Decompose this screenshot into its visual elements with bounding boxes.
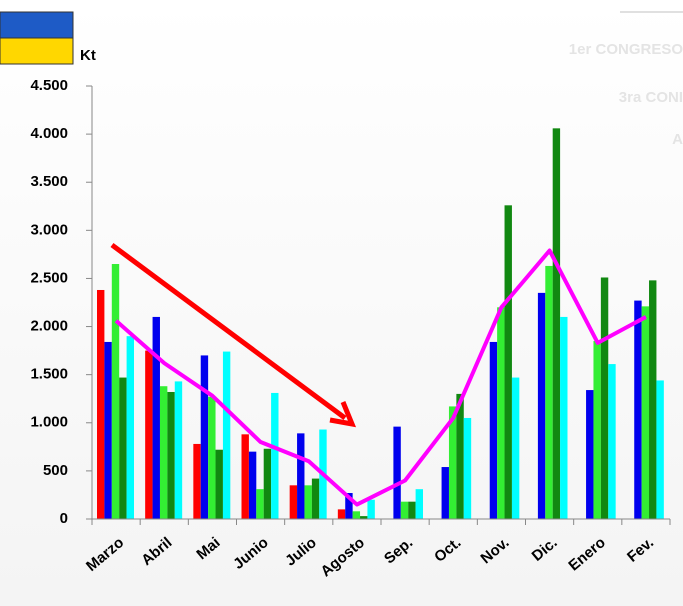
bar: [241, 434, 249, 519]
average-line: [114, 248, 647, 507]
y-tick-label: 1.500: [30, 366, 68, 383]
bar: [415, 489, 423, 519]
bar: [545, 265, 553, 519]
bar: [174, 381, 183, 519]
bar: [111, 264, 120, 519]
bar: [337, 509, 346, 519]
bar: [367, 499, 375, 519]
bar: [352, 511, 361, 519]
bar: [360, 516, 368, 519]
y-tick-label: 3.000: [30, 221, 68, 238]
bar: [441, 467, 449, 519]
y-tick-label: 4.000: [30, 125, 68, 142]
bar: [497, 307, 505, 519]
bar: [304, 485, 312, 519]
bar: [193, 443, 201, 519]
bar: [552, 128, 561, 520]
bar: [608, 364, 616, 519]
y-tick-label: 1.000: [30, 414, 68, 431]
flag-yellow: [0, 37, 74, 65]
bar: [463, 417, 472, 519]
watermark: 1er CONGRESO: [569, 41, 683, 58]
bar: [511, 377, 520, 519]
bar: [200, 355, 209, 519]
y-tick-label: 500: [43, 462, 68, 479]
bar: [393, 426, 401, 519]
flag-blue: [0, 11, 74, 39]
bar: [289, 485, 298, 519]
bar: [222, 351, 231, 519]
bar: [248, 451, 257, 519]
bar: [400, 501, 409, 519]
bar: [345, 493, 353, 519]
bar: [256, 489, 264, 519]
trend-arrow: [110, 242, 347, 421]
trend-arrow-head: [329, 401, 357, 428]
y-tick-label: 2.500: [30, 269, 68, 286]
bar: [537, 292, 546, 519]
bar: [159, 386, 168, 519]
watermark: A: [672, 131, 683, 148]
bar: [97, 289, 105, 519]
bar: [311, 478, 320, 519]
bar: [408, 501, 416, 519]
y-tick-label: 4.500: [30, 77, 68, 94]
bar: [104, 341, 112, 519]
bar: [448, 406, 457, 519]
y-axis-label: Kt: [80, 47, 96, 64]
y-tick-label: 3.500: [30, 173, 68, 190]
bar: [263, 448, 272, 519]
bar: [586, 390, 594, 519]
bar: [208, 396, 216, 519]
bar: [489, 341, 498, 519]
bar: [215, 449, 223, 519]
bar: [271, 392, 279, 519]
bar: [504, 205, 512, 519]
y-tick-label: 0: [60, 510, 68, 527]
bar: [560, 316, 568, 519]
bar: [297, 433, 305, 519]
bar: [145, 350, 153, 519]
bar: [600, 277, 609, 519]
bar: [126, 336, 134, 519]
y-tick-label: 2.000: [30, 318, 68, 335]
bar: [456, 393, 464, 519]
bar: [649, 280, 657, 519]
bar: [656, 380, 664, 519]
bar: [152, 316, 160, 519]
bar: [593, 340, 601, 519]
bar: [641, 306, 650, 519]
bar: [634, 300, 642, 519]
bar: [119, 377, 127, 519]
watermark: 3ra CONI: [619, 89, 683, 106]
bar: [167, 391, 175, 519]
